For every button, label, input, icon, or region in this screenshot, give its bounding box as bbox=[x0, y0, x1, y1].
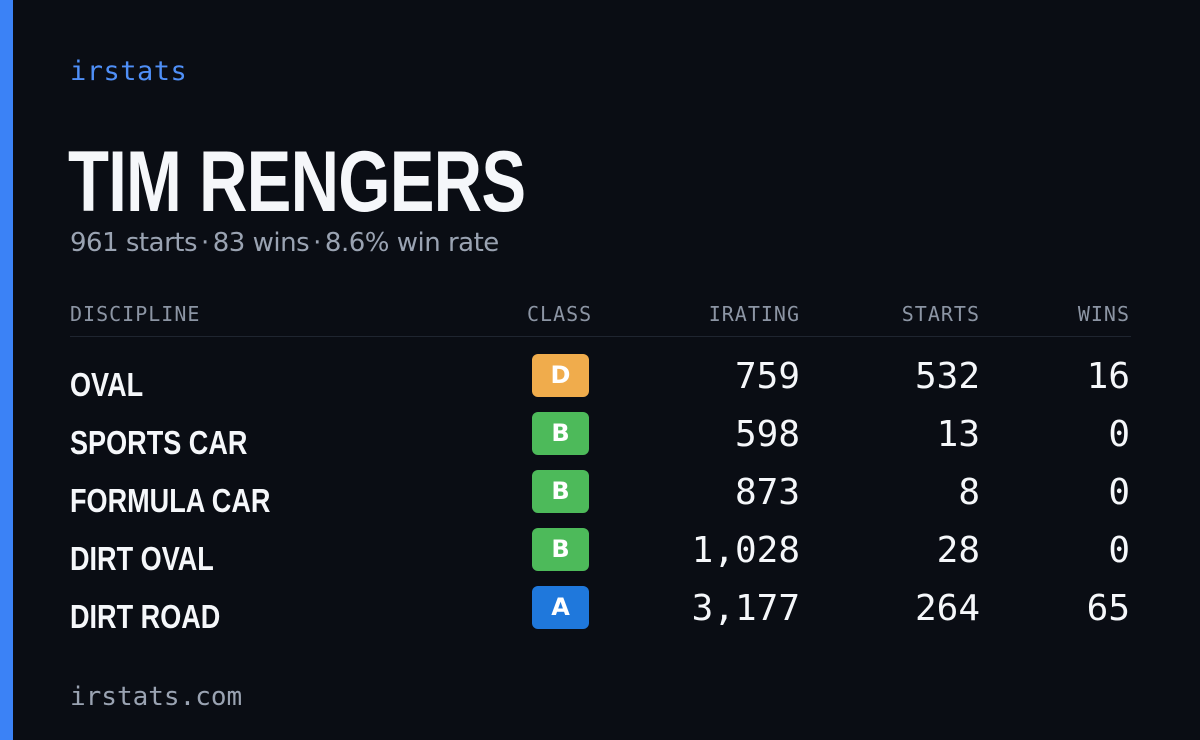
starts-value: 13 bbox=[936, 414, 980, 455]
wins-value: 65 bbox=[1086, 588, 1130, 629]
discipline-name: SPORTS CAR bbox=[70, 424, 248, 461]
class-badge: B bbox=[532, 470, 589, 513]
summary-win-rate: 8.6% win rate bbox=[324, 228, 499, 258]
table-header: DISCIPLINE CLASS IRATING STARTS WINS bbox=[70, 296, 1131, 337]
wins-value: 0 bbox=[1108, 530, 1130, 571]
discipline-name: FORMULA CAR bbox=[70, 482, 271, 519]
table-row: SPORTS CAR B 598 13 0 bbox=[70, 411, 1131, 469]
class-badge: A bbox=[532, 586, 589, 629]
driver-name: TIM RENGERS bbox=[68, 134, 526, 230]
wins-value: 0 bbox=[1108, 472, 1130, 513]
table-row: DIRT OVAL B 1,028 28 0 bbox=[70, 527, 1131, 585]
starts-value: 28 bbox=[936, 530, 980, 571]
class-badge: B bbox=[532, 412, 589, 455]
starts-value: 8 bbox=[958, 472, 980, 513]
discipline-table: DISCIPLINE CLASS IRATING STARTS WINS OVA… bbox=[70, 296, 1131, 643]
discipline-name: DIRT ROAD bbox=[70, 598, 221, 635]
summary-wins: 83 wins bbox=[212, 228, 310, 258]
footer-url[interactable]: irstats.com bbox=[70, 682, 243, 712]
driver-summary: 961 starts · 83 wins · 8.6% win rate bbox=[70, 228, 499, 258]
table-row: OVAL D 759 532 16 bbox=[70, 353, 1131, 411]
brand-logo: irstats bbox=[70, 56, 188, 87]
table-row: FORMULA CAR B 873 8 0 bbox=[70, 469, 1131, 527]
discipline-name: DIRT OVAL bbox=[70, 540, 214, 577]
summary-separator: · bbox=[313, 228, 321, 258]
irating-value: 598 bbox=[734, 414, 800, 455]
table-row: DIRT ROAD A 3,177 264 65 bbox=[70, 585, 1131, 643]
starts-value: 532 bbox=[914, 356, 980, 397]
class-badge: B bbox=[532, 528, 589, 571]
accent-bar bbox=[0, 0, 13, 740]
irating-value: 759 bbox=[734, 356, 800, 397]
table-body: OVAL D 759 532 16 SPORTS CAR B 598 13 0 … bbox=[70, 353, 1131, 643]
header-irating: IRATING bbox=[708, 302, 800, 326]
discipline-name: OVAL bbox=[70, 366, 144, 403]
irating-value: 1,028 bbox=[691, 530, 800, 571]
header-wins: WINS bbox=[1077, 302, 1130, 326]
header-class: CLASS bbox=[527, 302, 593, 326]
header-starts: STARTS bbox=[901, 302, 980, 326]
wins-value: 16 bbox=[1086, 356, 1130, 397]
starts-value: 264 bbox=[914, 588, 980, 629]
class-badge: D bbox=[532, 354, 589, 397]
irating-value: 873 bbox=[734, 472, 800, 513]
header-discipline: DISCIPLINE bbox=[70, 302, 201, 326]
summary-separator: · bbox=[201, 228, 209, 258]
irating-value: 3,177 bbox=[691, 588, 800, 629]
summary-starts: 961 starts bbox=[70, 228, 198, 258]
wins-value: 0 bbox=[1108, 414, 1130, 455]
